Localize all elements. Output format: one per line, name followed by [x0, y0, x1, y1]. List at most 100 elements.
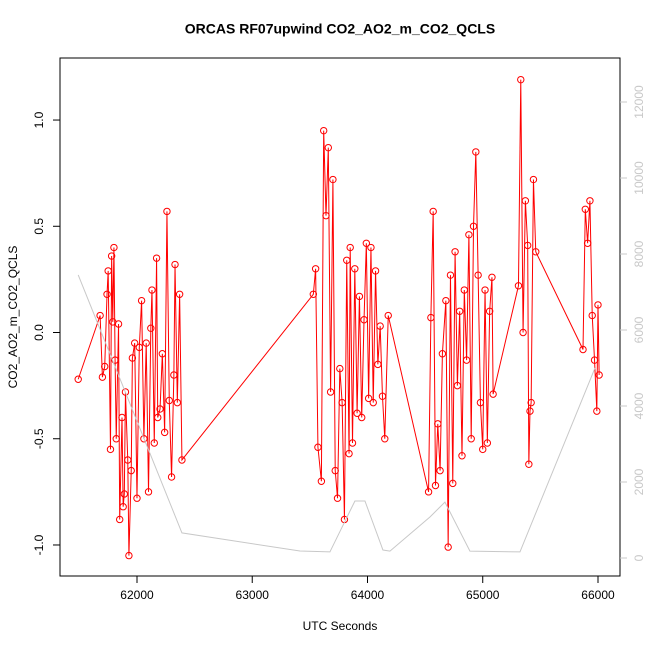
data-point	[526, 407, 534, 415]
data-point	[472, 148, 480, 156]
y2-tick-label: 12000	[632, 85, 646, 119]
data-point	[119, 503, 127, 511]
data-point	[446, 271, 455, 279]
data-point	[529, 175, 538, 184]
data-point	[345, 449, 353, 458]
data-point	[104, 267, 112, 275]
data-point	[114, 320, 123, 328]
data-point	[338, 398, 346, 407]
data-point	[358, 413, 366, 422]
data-point	[311, 265, 320, 273]
data-point	[324, 143, 333, 152]
data-point	[98, 373, 107, 381]
data-point	[429, 207, 437, 216]
data-point	[121, 388, 130, 396]
data-point	[590, 356, 599, 364]
y-tick-label: 1.0	[32, 111, 46, 128]
data-point	[309, 290, 318, 298]
data-point	[319, 126, 328, 135]
data-point	[453, 381, 462, 390]
data-point	[142, 339, 150, 347]
data-point	[369, 398, 377, 407]
data-point	[465, 231, 473, 239]
data-point	[107, 252, 116, 260]
y-axis-label: CO2_AO2_m_CO2_QCLS	[6, 246, 20, 389]
data-point	[170, 371, 178, 379]
data-point	[329, 175, 337, 184]
data-point	[527, 398, 535, 407]
data-point	[519, 328, 527, 337]
data-point	[525, 460, 533, 468]
data-point	[434, 420, 442, 428]
data-point	[489, 390, 497, 398]
data-point	[460, 286, 468, 294]
y2-tick-label: 4000	[632, 392, 646, 419]
data-point	[481, 286, 489, 294]
data-point	[74, 375, 82, 383]
data-point	[436, 466, 444, 475]
data-point	[103, 290, 111, 298]
data-point	[154, 413, 162, 422]
data-point	[378, 392, 387, 400]
data-point	[152, 254, 161, 262]
data-point	[346, 243, 354, 252]
data-point	[110, 243, 118, 252]
data-point	[595, 371, 603, 379]
data-point	[374, 360, 382, 369]
data-point	[322, 211, 330, 220]
data-point	[135, 343, 143, 352]
data-point	[148, 286, 156, 294]
data-point	[175, 290, 184, 298]
chart-title: ORCAS RF07upwind CO2_AO2_m_CO2_QCLS	[185, 21, 495, 37]
data-point	[376, 322, 384, 330]
data-point	[483, 439, 492, 447]
data-point	[348, 439, 357, 447]
x-tick-label: 63000	[236, 588, 270, 602]
data-point	[462, 356, 471, 364]
x-tick-label: 64000	[351, 588, 385, 602]
data-point	[442, 296, 450, 305]
y2-tick-label: 10000	[632, 161, 646, 195]
data-point	[351, 265, 359, 273]
data-point	[150, 439, 158, 447]
data-point	[479, 445, 487, 454]
data-point	[96, 311, 104, 320]
data-point	[593, 407, 601, 415]
data-point	[314, 443, 322, 451]
y2-tick-label: 8000	[632, 240, 646, 267]
data-point	[514, 282, 523, 290]
data-point	[173, 398, 182, 407]
data-point	[101, 362, 109, 371]
data-point	[355, 292, 364, 301]
data-point	[111, 356, 119, 364]
data-point	[317, 477, 326, 485]
data-point	[343, 256, 351, 264]
data-point	[467, 435, 475, 443]
data-point	[115, 515, 124, 524]
x-tick-label: 65000	[466, 588, 500, 602]
x-tick-label: 62000	[120, 588, 154, 602]
data-point	[579, 345, 587, 354]
data-point	[523, 241, 532, 250]
y-tick-label: -0.5	[32, 428, 46, 449]
data-point	[455, 307, 464, 315]
data-point	[521, 197, 530, 205]
data-point	[588, 311, 596, 320]
data-point	[353, 409, 361, 417]
data-point	[367, 243, 375, 252]
data-point	[165, 396, 173, 405]
plot-frame	[59, 57, 621, 577]
data-point	[124, 456, 132, 464]
data-point	[130, 339, 139, 347]
data-point	[326, 388, 335, 396]
data-point	[458, 452, 466, 460]
y-tick-label: 0.0	[32, 324, 46, 341]
data-point	[424, 488, 433, 496]
data-point	[112, 435, 120, 443]
data-point	[451, 248, 459, 256]
data-point	[125, 551, 133, 560]
data-point	[581, 205, 590, 213]
data-point	[178, 456, 186, 464]
data-point	[156, 405, 164, 413]
data-point	[120, 490, 129, 498]
